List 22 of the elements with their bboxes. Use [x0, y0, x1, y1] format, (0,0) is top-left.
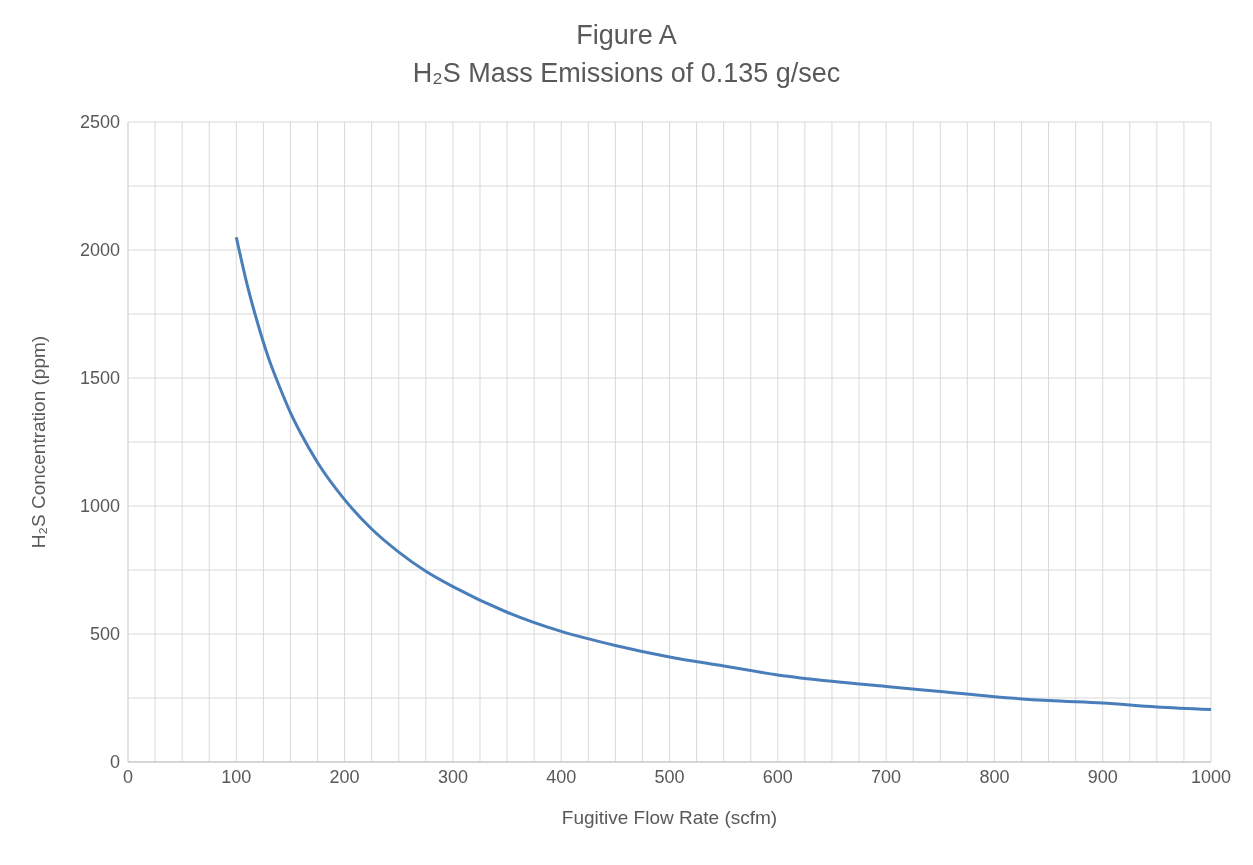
x-tick-label: 100 — [221, 766, 252, 787]
x-tick-label: 500 — [654, 766, 685, 787]
x-tick-label: 0 — [122, 766, 134, 787]
chart-title: Figure A — [575, 19, 678, 52]
line-series — [234, 235, 1211, 712]
x-tick-label: 600 — [762, 766, 793, 787]
y-axis-title: H₂S Concentration (ppm) — [27, 335, 49, 549]
chart-subtitle: H₂S Mass Emissions of 0.135 g/sec — [411, 57, 842, 90]
y-tick-label: 0 — [109, 752, 120, 773]
x-tick-label: 300 — [437, 766, 468, 787]
y-tick-label: 2000 — [79, 240, 120, 261]
y-tick-label: 1000 — [79, 496, 120, 517]
y-tick-label: 1500 — [79, 368, 120, 389]
x-axis-title: Fugitive Flow Rate (scfm) — [561, 807, 778, 828]
x-tick-label: 200 — [329, 766, 360, 787]
y-tick-label: 2500 — [79, 112, 120, 133]
x-tick-label: 900 — [1087, 766, 1118, 787]
x-tick-label: 1000 — [1190, 766, 1232, 787]
x-tick-label: 800 — [979, 766, 1010, 787]
y-tick-label: 500 — [89, 624, 120, 645]
x-tick-label: 400 — [546, 766, 577, 787]
x-tick-label: 700 — [871, 766, 902, 787]
